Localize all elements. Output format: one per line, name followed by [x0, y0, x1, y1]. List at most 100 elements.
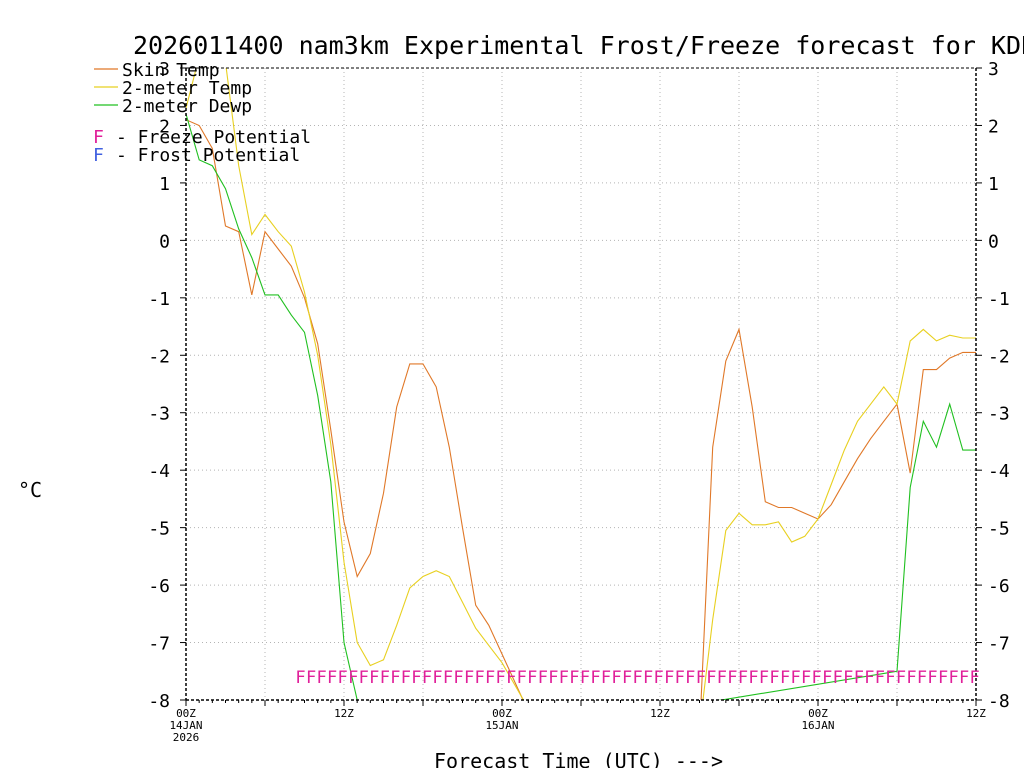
freeze-marker: F [464, 668, 474, 688]
freeze-marker: F [622, 668, 632, 688]
y-tick-label-left: -5 [148, 519, 170, 540]
freeze-marker: F [896, 668, 906, 688]
freeze-marker: F [411, 668, 421, 688]
x-tick-label: 15JAN [485, 719, 518, 732]
y-tick-label-left: -3 [148, 404, 170, 425]
freeze-marker: F [390, 668, 400, 688]
freeze-marker: F [696, 668, 706, 688]
freeze-marker: F [432, 668, 442, 688]
freeze-marker: F [738, 668, 748, 688]
freeze-marker: F [675, 668, 685, 688]
freeze-marker: F [369, 668, 379, 688]
freeze-marker: F [759, 668, 769, 688]
freeze-marker: F [822, 668, 832, 688]
legend-symbol: F [93, 145, 104, 166]
grid-lines [186, 68, 976, 700]
freeze-marker: F [654, 668, 664, 688]
freeze-marker: F [632, 668, 642, 688]
freeze-marker: F [517, 668, 527, 688]
freeze-marker: F [906, 668, 916, 688]
freeze-marker: F [453, 668, 463, 688]
freeze-marker: F [474, 668, 484, 688]
x-tick-label: 14JAN [169, 719, 202, 732]
series-line-2-meter-dewp [186, 113, 976, 700]
freeze-marker: F [854, 668, 864, 688]
freeze-marker: F [527, 668, 537, 688]
chart-title: 2026011400 nam3km Experimental Frost/Fre… [133, 31, 1024, 60]
freeze-marker: F [443, 668, 453, 688]
freeze-marker: F [485, 668, 495, 688]
x-tick-label: 00Z [808, 707, 828, 720]
x-tick-label: 12Z [334, 707, 354, 720]
freeze-marker: F [769, 668, 779, 688]
legend-symbol-label: - Frost Potential [116, 145, 300, 166]
y-tick-label-right: -7 [988, 634, 1010, 655]
y-tick-label-left: -2 [148, 346, 170, 367]
freeze-marker: F [780, 668, 790, 688]
freeze-marker: F [401, 668, 411, 688]
freeze-marker: F [727, 668, 737, 688]
freeze-marker: F [327, 668, 337, 688]
x-tick-label: 16JAN [801, 719, 834, 732]
y-tick-label-right: -4 [988, 461, 1010, 482]
freeze-marker: F [970, 668, 980, 688]
freeze-marker: F [601, 668, 611, 688]
legend-entry-label: Skin Temp [122, 60, 220, 81]
y-tick-label-left: -6 [148, 576, 170, 597]
y-tick-label-right: 0 [988, 231, 999, 252]
freeze-marker: F [843, 668, 853, 688]
axes: 3 2 1 0 -1 -2 -3 -4 -5 -6 -7 -8 3 2 1 0 -1 -2 -3 -4 -5 -6 -7 -8… [148, 59, 1009, 744]
freeze-marker: F [875, 668, 885, 688]
freeze-marker: F [812, 668, 822, 688]
y-tick-label-right: -3 [988, 404, 1010, 425]
y-tick-label-left: -4 [148, 461, 170, 482]
freeze-marker: F [917, 668, 927, 688]
freeze-marker: F [927, 668, 937, 688]
y-tick-label-left: -1 [148, 289, 170, 310]
x-tick-label: 00Z [492, 707, 512, 720]
freeze-marker: F [559, 668, 569, 688]
freeze-marker: F [748, 668, 758, 688]
freeze-marker: F [359, 668, 369, 688]
y-tick-label-left: 2 [159, 116, 170, 137]
y-tick-label-right: -8 [988, 691, 1010, 712]
freeze-marker: F [885, 668, 895, 688]
freeze-marker: F [348, 668, 358, 688]
freeze-marker: F [643, 668, 653, 688]
freeze-marker: F [948, 668, 958, 688]
freeze-marker: F [569, 668, 579, 688]
freeze-marker: F [664, 668, 674, 688]
plot-area [186, 68, 976, 700]
legend-entry-label: 2-meter Temp [122, 78, 252, 99]
freeze-marker: F [506, 668, 516, 688]
y-tick-label-left: 1 [159, 174, 170, 195]
x-tick-label: 12Z [650, 707, 670, 720]
freeze-marker: F [338, 668, 348, 688]
y-tick-label-left: 0 [159, 231, 170, 252]
y-tick-label-left: 3 [159, 59, 170, 80]
freeze-marker: F [717, 668, 727, 688]
freeze-marker: F [685, 668, 695, 688]
freeze-marker: F [611, 668, 621, 688]
freeze-marker: F [938, 668, 948, 688]
freeze-marker: F [316, 668, 326, 688]
x-axis-label: Forecast Time (UTC) ---> [434, 749, 723, 768]
y-axis-label: °C [18, 478, 42, 502]
x-tick-label: 00Z [176, 707, 196, 720]
series-line-skin-temp [186, 119, 976, 700]
legend-entry-label: 2-meter Dewp [122, 96, 252, 117]
y-tick-label-right: 3 [988, 59, 999, 80]
freeze-marker: F [590, 668, 600, 688]
freeze-marker: F [548, 668, 558, 688]
legend-symbol-label: - Freeze Potential [116, 127, 311, 148]
y-tick-label-right: -6 [988, 576, 1010, 597]
freeze-marker: F [538, 668, 548, 688]
freeze-marker: F [380, 668, 390, 688]
x-tick-label: 2026 [173, 731, 200, 744]
series-line-2-meter-temp [186, 68, 976, 700]
y-tick-label-right: -5 [988, 519, 1010, 540]
freeze-marker: F [422, 668, 432, 688]
freeze-marker: F [864, 668, 874, 688]
